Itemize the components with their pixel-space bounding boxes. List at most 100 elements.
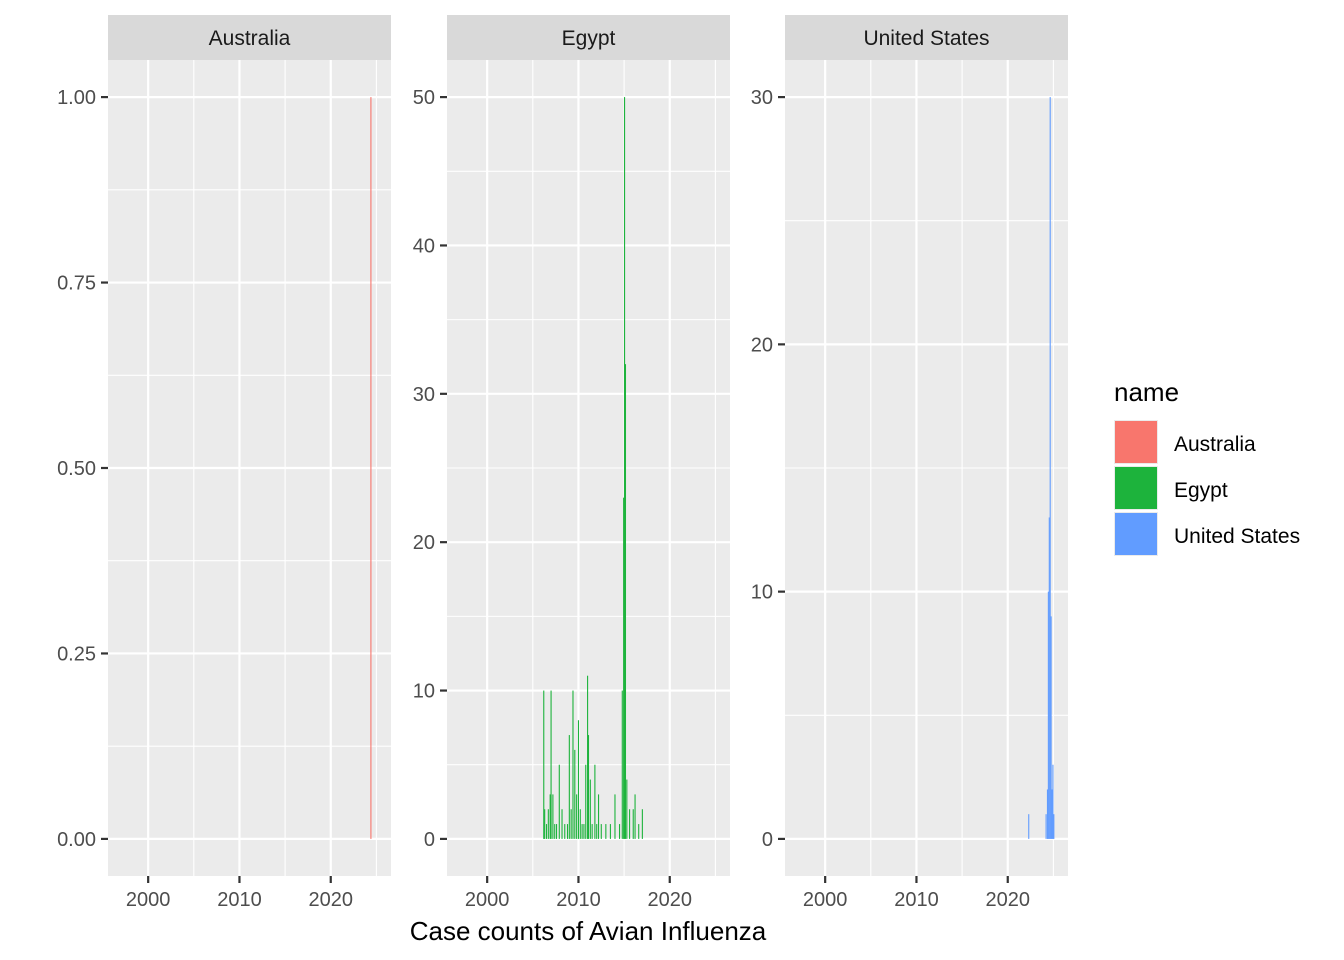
bar <box>585 764 587 839</box>
bar <box>550 690 552 839</box>
bar <box>574 749 576 839</box>
bar <box>554 824 556 839</box>
bar <box>621 690 623 839</box>
bar <box>570 809 572 839</box>
bar <box>544 809 546 839</box>
x-tick-label: 2020 <box>647 889 692 911</box>
bar <box>600 824 602 839</box>
y-tick-label: 0.50 <box>57 458 96 480</box>
bar <box>597 794 600 839</box>
bars-australia <box>370 97 372 839</box>
strip-label-united-states: United States <box>863 27 989 50</box>
legend-label-united-states: United States <box>1174 525 1300 548</box>
y-tick-label: 10 <box>751 582 773 604</box>
x-tick-label: 2010 <box>894 889 939 911</box>
bar <box>564 824 566 839</box>
x-tick-label: 2020 <box>308 889 353 911</box>
bar <box>1045 814 1047 839</box>
bar <box>614 794 616 839</box>
bar <box>370 97 372 839</box>
y-tick-label: 30 <box>413 384 435 406</box>
bar <box>641 809 643 839</box>
bar <box>552 794 554 839</box>
y-tick-label: 1.00 <box>57 87 96 109</box>
bar <box>577 720 580 839</box>
y-tick-label: 20 <box>413 532 435 554</box>
y-tick-label: 0 <box>424 829 435 851</box>
bar <box>1053 814 1055 839</box>
bar <box>558 764 560 839</box>
legend-swatch-united-states <box>1115 513 1157 555</box>
bar <box>587 675 589 839</box>
bar <box>1046 789 1049 839</box>
bar <box>1028 814 1030 839</box>
bar <box>609 824 611 839</box>
y-tick-label: 50 <box>413 87 435 109</box>
strip-label-australia: Australia <box>209 27 291 50</box>
bar <box>576 794 578 839</box>
bar <box>579 809 581 839</box>
bar <box>561 809 563 839</box>
bar <box>543 690 545 839</box>
panel-egypt: Egypt 0 10 20 30 40 50 2000 2010 2020 <box>413 15 730 911</box>
bar <box>618 824 621 839</box>
bar <box>596 824 598 839</box>
strip-united-states <box>785 15 1068 60</box>
y-tick-label: 0 <box>762 829 773 851</box>
y-tick-label: 0.25 <box>57 643 96 665</box>
legend-swatch-australia <box>1115 421 1157 463</box>
legend-label-australia: Australia <box>1174 433 1256 456</box>
panel-united-states: United States 0 10 20 30 2000 2010 2020 <box>751 15 1068 911</box>
bar <box>623 497 625 839</box>
bar <box>594 764 596 839</box>
strip-label-egypt: Egypt <box>562 27 616 50</box>
bar <box>629 809 631 839</box>
legend-title: name <box>1114 377 1179 407</box>
y-tick-label: 0.00 <box>57 829 96 851</box>
bar <box>624 364 627 839</box>
bar <box>568 735 570 839</box>
bar <box>1050 616 1052 839</box>
bar <box>1048 517 1050 839</box>
bar <box>605 824 607 839</box>
bar <box>583 824 585 839</box>
bars-united-states <box>1028 97 1055 839</box>
x-tick-label: 2020 <box>985 889 1030 911</box>
y-tick-label: 0.75 <box>57 273 96 295</box>
legend-swatch-egypt <box>1115 467 1157 509</box>
x-tick-label: 2010 <box>556 889 601 911</box>
bar <box>587 735 590 839</box>
strip-egypt <box>447 15 730 60</box>
x-tick-label: 2010 <box>217 889 262 911</box>
bar <box>1052 764 1054 839</box>
panel-australia: Australia 0.00 0.25 0.50 0.75 1.00 2000 2010 202… <box>57 15 391 911</box>
x-tick-label: 2000 <box>803 889 848 911</box>
x-axis-title: Case counts of Avian Influenza <box>410 916 767 946</box>
bar <box>547 809 549 839</box>
bar <box>591 824 593 839</box>
bar <box>632 809 634 839</box>
y-tick-label: 30 <box>751 87 773 109</box>
bar <box>549 794 551 839</box>
bar <box>1049 97 1051 839</box>
bar <box>1051 789 1053 839</box>
x-tick-label: 2000 <box>126 889 171 911</box>
bar <box>1047 591 1049 839</box>
bar <box>589 779 591 839</box>
bar <box>634 794 636 839</box>
bar <box>581 824 583 839</box>
bar <box>638 824 640 839</box>
legend-label-egypt: Egypt <box>1174 479 1228 502</box>
bar <box>545 824 548 839</box>
bar <box>572 690 574 839</box>
y-tick-label: 10 <box>413 681 435 703</box>
bar <box>555 824 558 839</box>
bar <box>626 779 628 839</box>
bar <box>566 824 569 839</box>
y-tick-label: 20 <box>751 334 773 356</box>
strip-australia <box>108 15 391 60</box>
bars-egypt <box>543 97 643 839</box>
x-tick-label: 2000 <box>465 889 510 911</box>
